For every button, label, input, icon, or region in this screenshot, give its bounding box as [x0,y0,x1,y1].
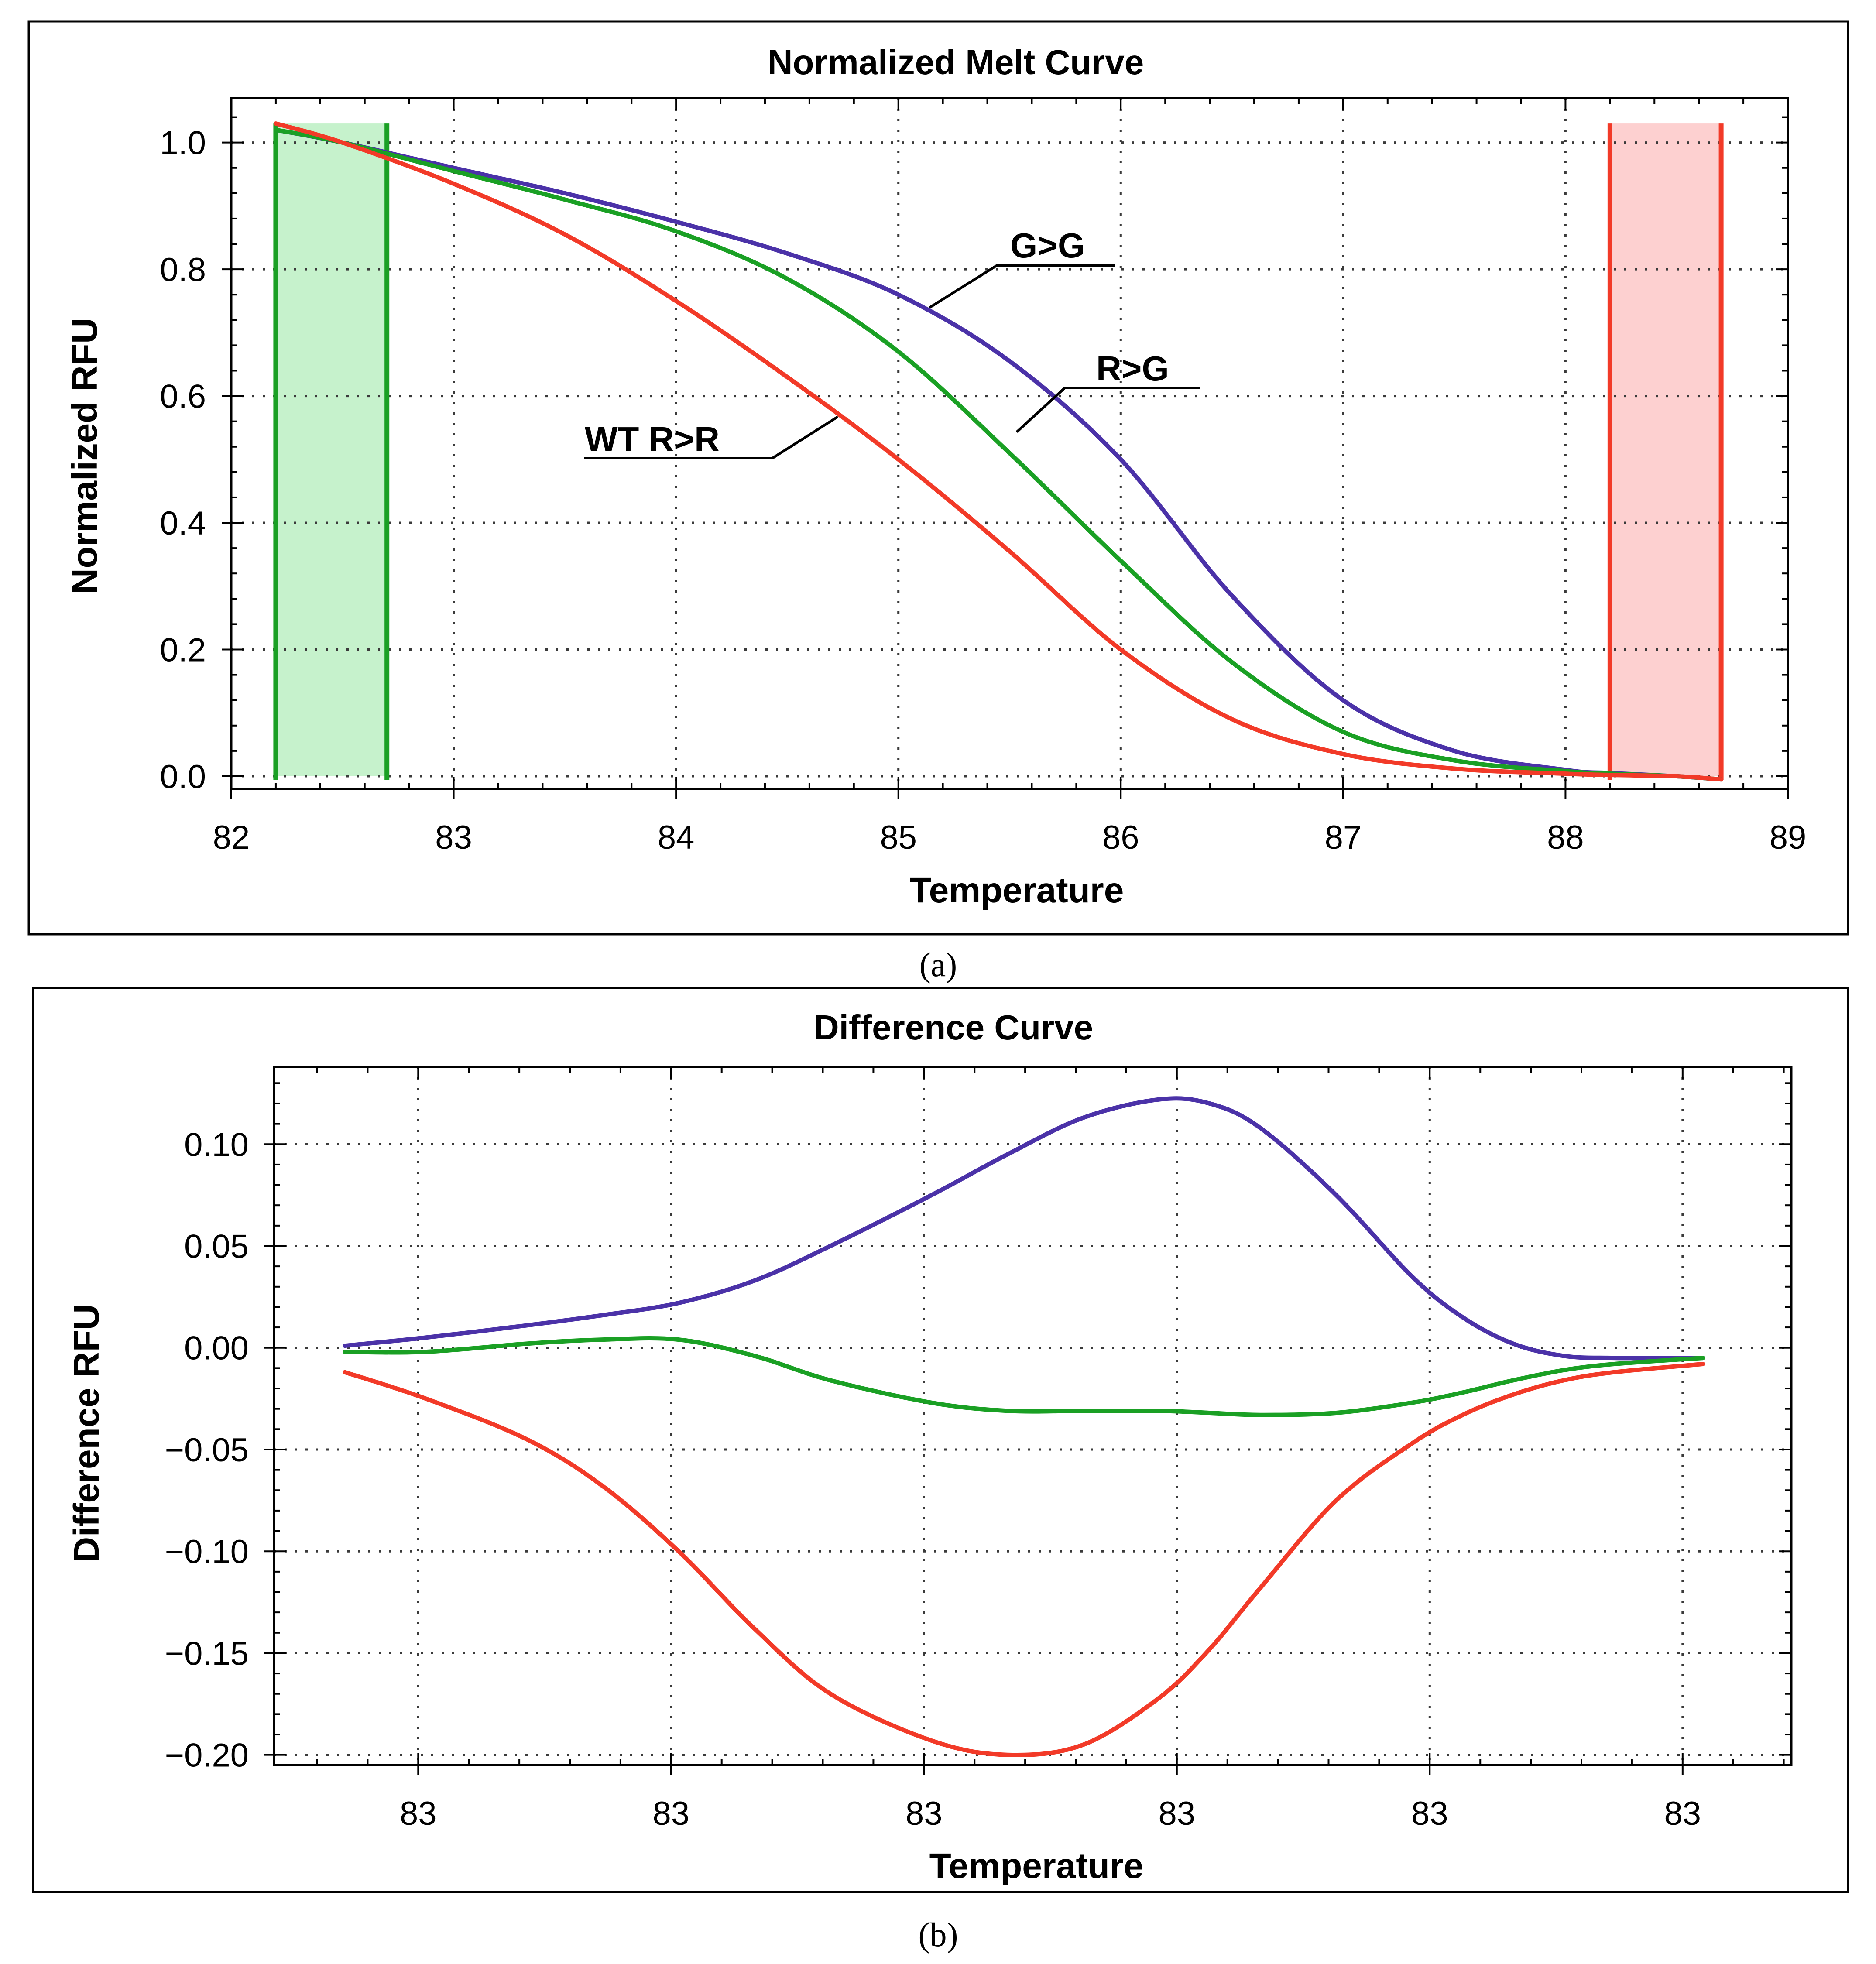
panel-b-x-tick-label-1: 83 [653,1795,690,1832]
panel-a-series-g-g[interactable] [273,127,1724,782]
panel-a-y-axis-label: Normalized RFU [65,318,105,594]
annotation-leader-g-g [929,264,1115,309]
caption-b: (b) [919,1916,958,1954]
panel-a-normalization-regions [275,123,1722,776]
panel-b-x-axis-label: Temperature [929,1846,1144,1886]
panel-a-region-edges [273,123,1724,780]
panel-b-x-tick-label-5: 83 [1664,1795,1701,1832]
panel-a-series-r-g[interactable] [273,127,1724,782]
panel-b-x-tick-labels: 83 83 83 83 83 83 [400,1795,1701,1832]
panel-a-y-tick-label-0: 0.0 [160,758,206,795]
panel-a-melt-curve: 82 83 84 85 86 87 88 89 0.0 0.2 0.4 0.6 0.8 1.0 G>G … [27,20,1849,936]
panel-b-series-g-g[interactable] [343,1096,1705,1361]
panel-a-region-fill-1 [1610,123,1722,776]
panel-a-x-tick-labels: 82 83 84 85 86 87 88 89 [213,819,1807,856]
annotation-g-g: G>G [1010,226,1085,265]
annotation-r-g: R>G [1096,349,1169,388]
panel-a-y-tick-label-1: 0.2 [160,631,206,668]
panel-b-x-tick-label-0: 83 [400,1795,437,1832]
panel-b-gridlines [274,1067,1791,1765]
panel-b-y-tick-labels: 0.10 0.05 0.00 −0.05 −0.10 −0.15 −0.20 [165,1126,249,1774]
panel-a-y-tick-labels: 0.0 0.2 0.4 0.6 0.8 1.0 [160,125,206,795]
panel-a-title: Normalized Melt Curve [768,43,1144,82]
annotation-leader-r-g [1015,387,1200,433]
caption-a: (a) [919,946,957,984]
panel-b-x-tick-label-3: 83 [1159,1795,1196,1832]
panel-b-plot-area [273,1066,1793,1766]
panel-b-title: Difference Curve [814,1008,1093,1047]
panel-a-plot-area [230,97,1789,790]
panel-b-y-tick-label-6: −0.20 [165,1737,249,1774]
panel-a-annotations: G>G R>G WT R>R [584,226,1200,459]
panel-a-series-wt-r-r[interactable] [273,121,1724,782]
panel-a-y-tick-label-5: 1.0 [160,125,206,162]
panel-a-x-tick-label-6: 88 [1547,819,1584,856]
panel-a-x-tick-label-7: 89 [1770,819,1807,856]
panel-b-ticks [264,1067,1791,1775]
panel-a-y-tick-label-3: 0.6 [160,378,206,415]
panel-b-y-tick-label-3: −0.05 [165,1432,249,1469]
panel-a-region-fill-0 [275,123,387,776]
panel-a-x-tick-label-4: 86 [1102,819,1139,856]
panel-a-x-tick-label-2: 84 [658,819,695,856]
panel-a-x-tick-label-5: 87 [1325,819,1362,856]
panel-a-x-axis-label: Temperature [910,871,1124,910]
panel-b-series-r-g[interactable] [343,1336,1705,1417]
panel-a-x-tick-label-0: 82 [213,819,250,856]
panel-a-ticks [222,98,1789,799]
panel-b-y-tick-label-4: −0.10 [165,1533,249,1570]
panel-a-y-tick-label-4: 0.8 [160,251,206,288]
panel-b-y-tick-label-1: 0.05 [184,1228,249,1265]
panel-b-difference-curve: 83 83 83 83 83 83 0.10 0.05 0.00 −0.05 −0.10 −0.15… [32,987,1849,1893]
panel-b-series [343,1096,1705,1758]
panel-a-x-tick-label-1: 83 [435,819,472,856]
panel-a-x-tick-label-3: 85 [880,819,917,856]
panel-b-x-tick-label-4: 83 [1411,1795,1448,1832]
panel-b-y-tick-label-0: 0.10 [184,1126,249,1163]
panel-b-y-axis-label: Difference RFU [67,1304,106,1563]
annotation-leader-wt-r-r [584,415,839,459]
panel-a-series [273,121,1724,782]
panel-a-y-tick-label-2: 0.4 [160,505,206,542]
annotation-wt-r-r: WT R>R [585,420,720,459]
panel-b-y-tick-label-2: 0.00 [184,1330,249,1367]
panel-b-y-tick-label-5: −0.15 [165,1635,249,1672]
panel-b-x-tick-label-2: 83 [905,1795,943,1832]
panel-b-frame [32,987,1849,1893]
panel-b-series-wt-r-r[interactable] [343,1362,1705,1758]
